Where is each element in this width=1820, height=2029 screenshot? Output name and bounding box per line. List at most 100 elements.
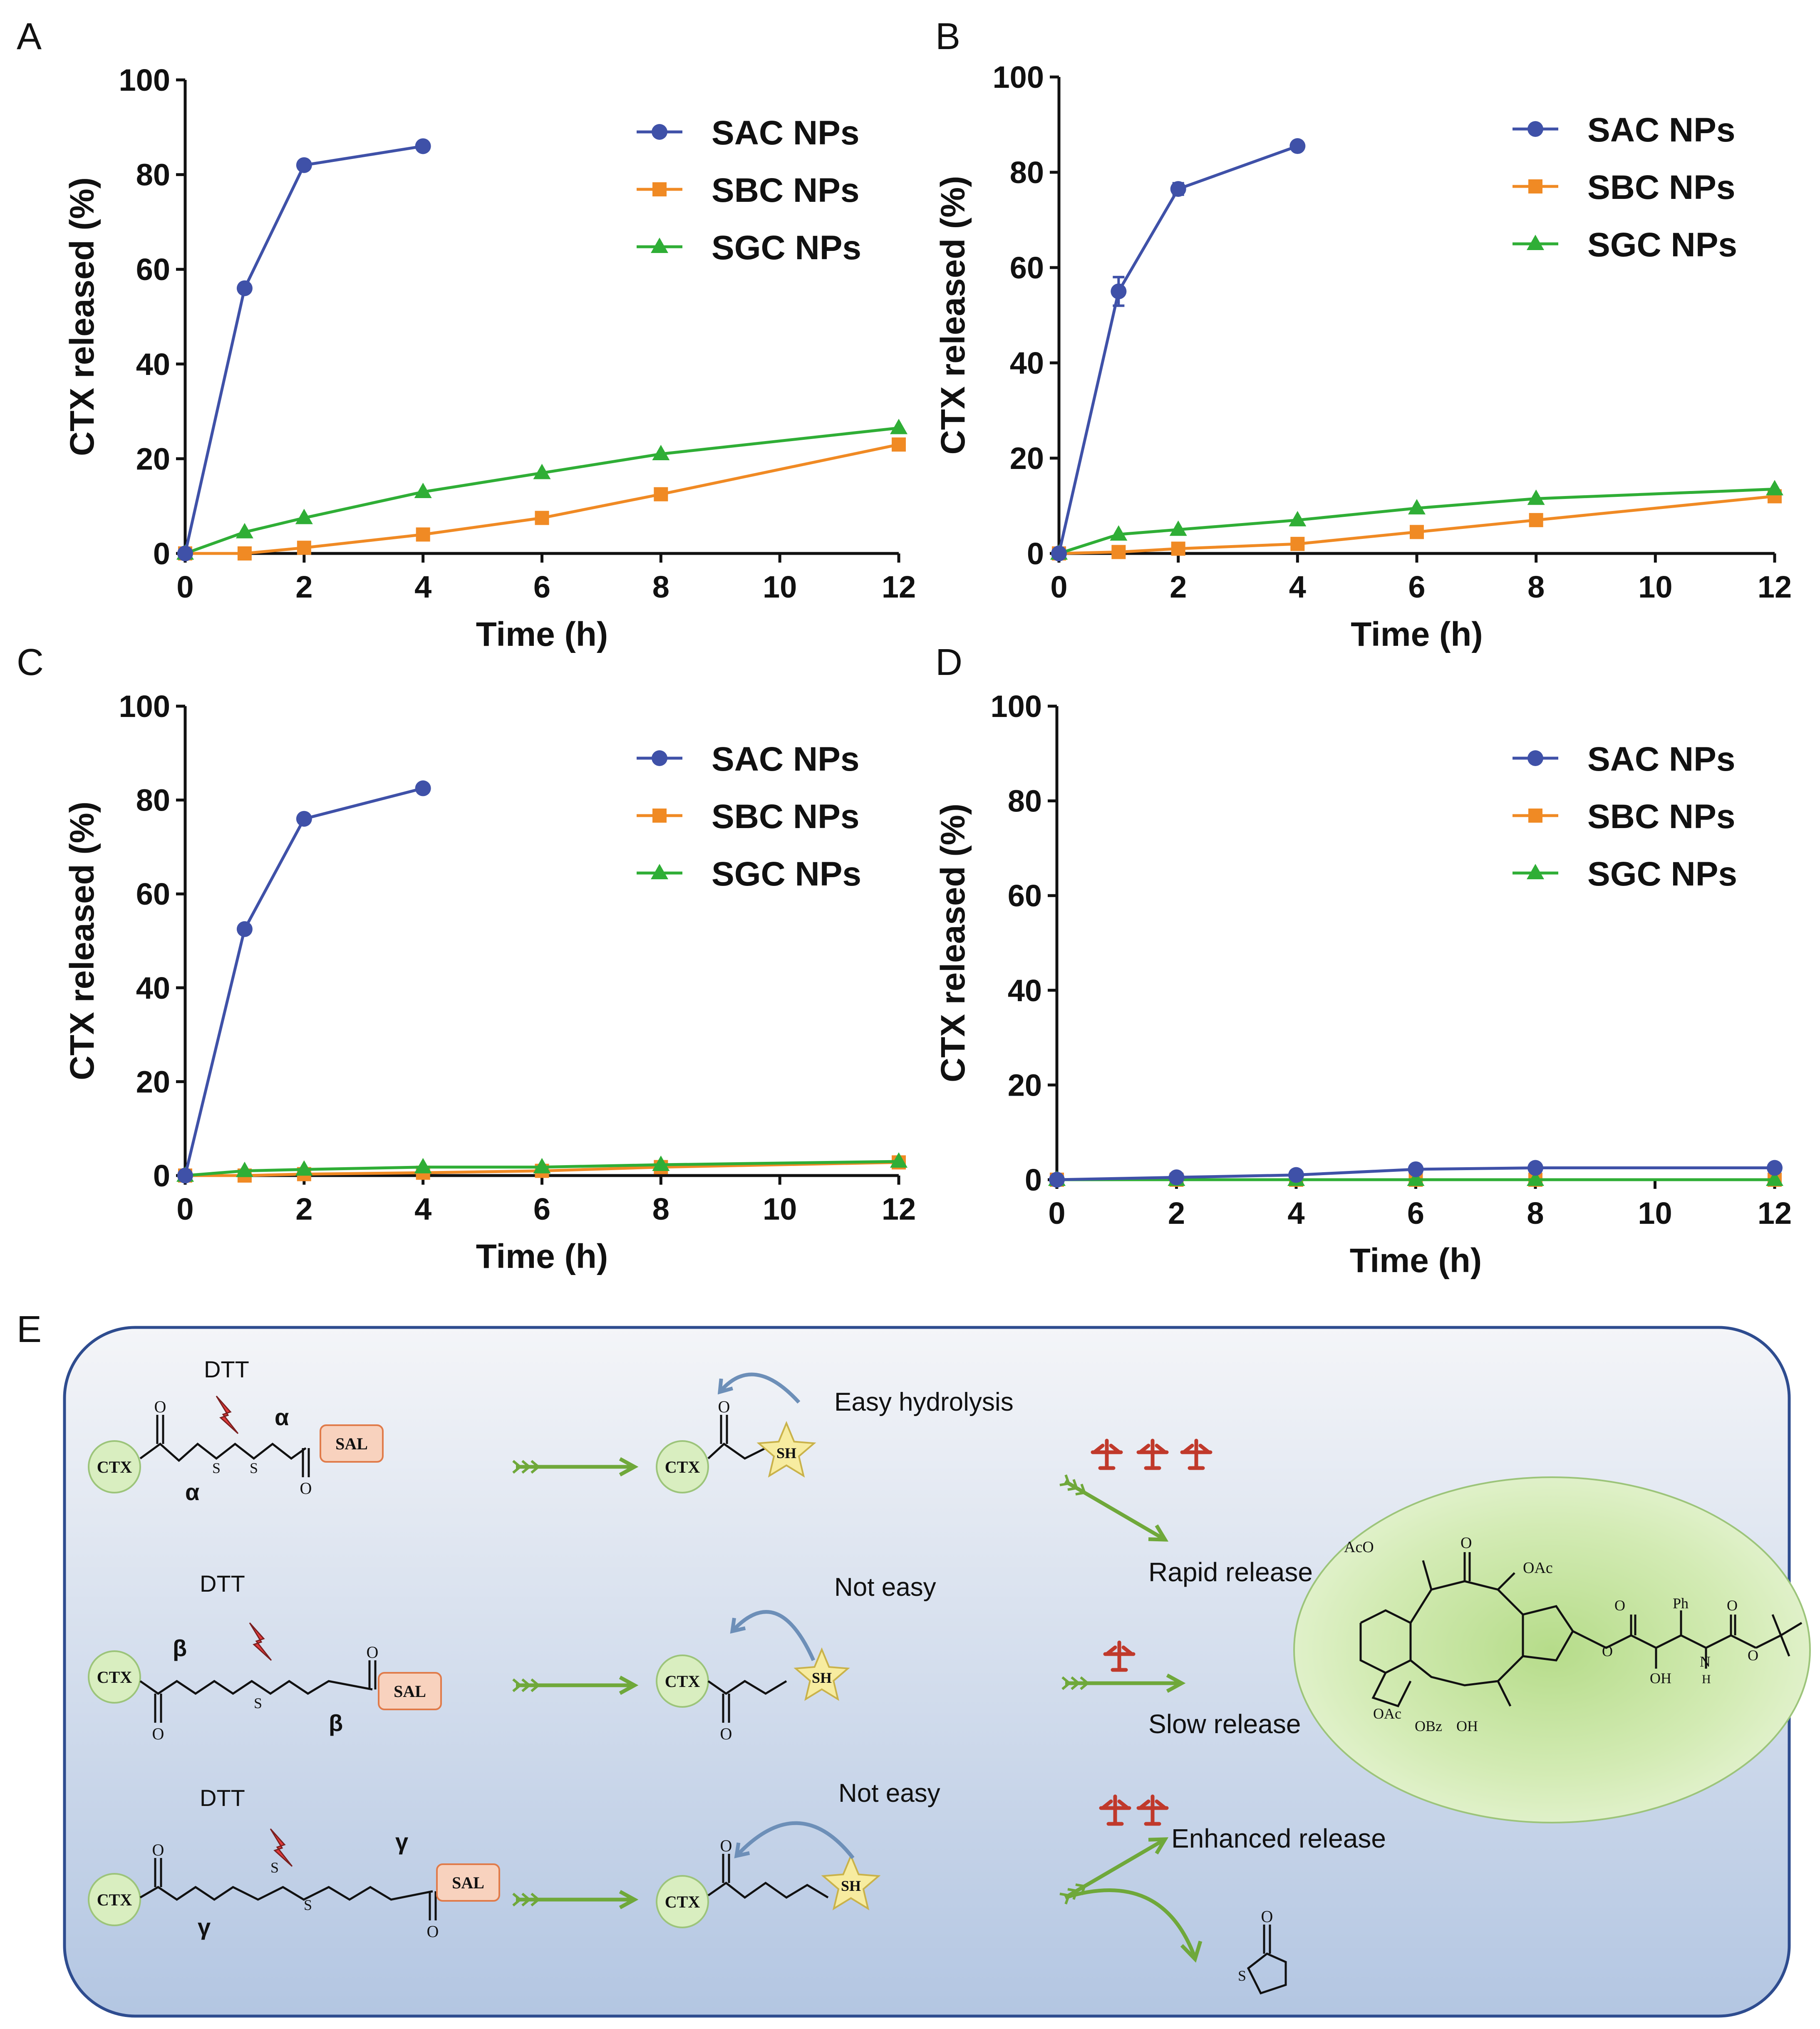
not-easy-text: Not easy xyxy=(834,1573,936,1602)
arrow-head xyxy=(619,1675,639,1695)
data-point-sgc xyxy=(890,419,908,434)
x-tick-label: 8 xyxy=(652,1192,669,1226)
sh-label: SH xyxy=(841,1878,861,1894)
y-tick-label: 40 xyxy=(1008,973,1042,1008)
data-point-sbc xyxy=(416,527,430,542)
data-point-sbc xyxy=(1529,513,1543,527)
x-tick-label: 0 xyxy=(1050,570,1067,604)
aircraft-icon xyxy=(1136,1439,1169,1470)
reaction-arrow xyxy=(1064,1480,1166,1541)
molecule-bond xyxy=(1497,1680,1512,1707)
x-tick-label: 6 xyxy=(533,1192,550,1226)
sal-label: SAL xyxy=(335,1434,368,1453)
x-axis-title: Time (h) xyxy=(476,1238,608,1275)
x-tick-label: 10 xyxy=(1638,570,1672,604)
bond-chain xyxy=(139,1885,433,1901)
reaction-arrow xyxy=(1064,1838,1166,1899)
data-point-sbc xyxy=(654,487,668,501)
oxygen-label: O xyxy=(720,1836,732,1855)
data-point-sgc xyxy=(414,483,432,499)
bond-chain xyxy=(707,1881,829,1899)
data-point-sgc xyxy=(1289,511,1307,526)
lightning-icon xyxy=(216,1395,239,1434)
data-point-sgc xyxy=(1407,1171,1425,1186)
molecule-bond xyxy=(1422,1560,1433,1590)
arrow-fletch xyxy=(1067,1479,1079,1491)
data-point-sac xyxy=(1111,283,1127,300)
oxygen-label: O xyxy=(154,1397,166,1416)
star-icon xyxy=(821,1853,881,1910)
y-tick-label: 60 xyxy=(1010,251,1044,285)
data-point-sgc xyxy=(1110,525,1128,541)
bond-chain xyxy=(139,1679,373,1695)
arrow-fletch xyxy=(512,1678,522,1692)
y-tick-label: 60 xyxy=(1008,878,1042,913)
oxygen-label: O xyxy=(152,1840,164,1859)
arrow-head xyxy=(619,1890,639,1910)
phenyl-label: Ph xyxy=(1673,1595,1689,1612)
molecule-bond xyxy=(1371,1672,1412,1708)
x-axis-title: Time (h) xyxy=(476,615,608,653)
x-tick-label: 12 xyxy=(882,570,916,604)
aircraft-icon xyxy=(1103,1640,1136,1672)
y-tick-label: 0 xyxy=(153,1158,170,1193)
series-line-sgc xyxy=(184,426,899,555)
y-tick-label: 20 xyxy=(136,442,170,476)
sulfur-label: S xyxy=(212,1460,221,1476)
data-point-sbc xyxy=(892,437,906,452)
dtt-label: DTT xyxy=(200,1570,245,1597)
oxygen-label: O xyxy=(720,1724,732,1743)
x-tick-label: 2 xyxy=(1168,1196,1185,1230)
x-axis-title: Time (h) xyxy=(1351,615,1483,653)
oxygen-label: O xyxy=(1460,1534,1472,1552)
x-tick-label: 0 xyxy=(1048,1196,1065,1230)
x-tick-label: 4 xyxy=(414,1192,431,1226)
arrow-fletch xyxy=(521,1678,531,1692)
sal-box xyxy=(378,1672,442,1710)
data-point-sgc xyxy=(652,445,670,461)
arrow-fletch xyxy=(531,1893,541,1907)
docetaxel-structure xyxy=(1359,1552,1803,1708)
oxygen-label: O xyxy=(1602,1643,1613,1659)
legend-marker-sac xyxy=(1527,121,1543,137)
legend-marker-sgc xyxy=(651,864,668,879)
data-point-sac xyxy=(1051,546,1067,561)
x-tick-label: 6 xyxy=(1408,570,1425,604)
y-tick-label: 0 xyxy=(1025,1163,1042,1197)
arrow-fletch xyxy=(1080,1676,1090,1690)
data-point-sac xyxy=(236,921,253,937)
data-point-sgc xyxy=(1766,480,1783,496)
y-tick-label: 20 xyxy=(1008,1068,1042,1102)
thiolactone-ring xyxy=(1247,1952,1287,1995)
y-tick-label: 80 xyxy=(136,783,170,818)
y-axis-title: CTX released (%) xyxy=(63,177,101,456)
sulfur-label: S xyxy=(304,1897,312,1913)
sulfur-label: S xyxy=(1238,1967,1246,1984)
data-point-sbc xyxy=(535,511,549,525)
legend-label-sgc: SGC NPs xyxy=(1587,226,1737,264)
x-tick-label: 2 xyxy=(1170,570,1187,604)
data-point-sgc xyxy=(1527,1171,1544,1186)
chart-panel-d: D 0 20 40 60 80 100 0 2 4 6 8 10 12 Time (h) CTX releas… xyxy=(934,642,1792,1280)
molecule-bond xyxy=(1409,1580,1524,1687)
ctx-label: CTX xyxy=(665,1458,700,1476)
y-tick-label: 60 xyxy=(136,252,170,287)
not-easy-text: Not easy xyxy=(838,1779,940,1808)
oxygen-label: O xyxy=(300,1479,312,1498)
x-tick-label: 8 xyxy=(652,570,669,604)
y-tick-label: 40 xyxy=(136,347,170,382)
dtt-label: DTT xyxy=(204,1356,249,1382)
panel-letter: D xyxy=(935,642,962,683)
legend-marker-sac xyxy=(652,124,667,140)
molecule-bond xyxy=(1780,1622,1803,1637)
data-point-sac xyxy=(1288,1167,1304,1183)
arrow-head xyxy=(1166,1673,1186,1693)
arrow-head xyxy=(1148,1837,1169,1855)
x-tick-label: 6 xyxy=(533,570,550,604)
y-tick-label: 100 xyxy=(119,63,170,97)
arrow-fletch xyxy=(512,1460,522,1474)
data-point-sgc xyxy=(1169,520,1187,536)
arrow-fletch xyxy=(1075,1483,1086,1496)
data-point-sgc xyxy=(533,464,551,479)
